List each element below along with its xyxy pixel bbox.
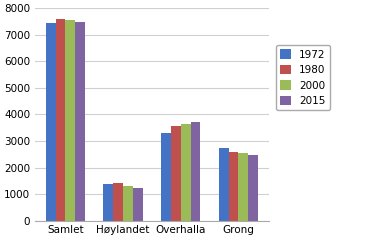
Bar	[46, 23, 56, 221]
Bar	[219, 148, 229, 221]
Bar	[248, 155, 258, 221]
Bar	[123, 186, 133, 221]
Bar	[238, 153, 248, 221]
Legend: 1972, 1980, 2000, 2015: 1972, 1980, 2000, 2015	[276, 45, 330, 110]
Bar	[171, 126, 181, 221]
Bar	[161, 133, 171, 221]
Bar	[133, 188, 143, 221]
Bar	[56, 19, 66, 221]
Bar	[229, 152, 238, 221]
Bar	[113, 183, 123, 221]
Bar	[66, 20, 75, 221]
Bar	[103, 184, 113, 221]
Bar	[75, 22, 85, 221]
Bar	[181, 124, 191, 221]
Bar	[191, 122, 200, 221]
